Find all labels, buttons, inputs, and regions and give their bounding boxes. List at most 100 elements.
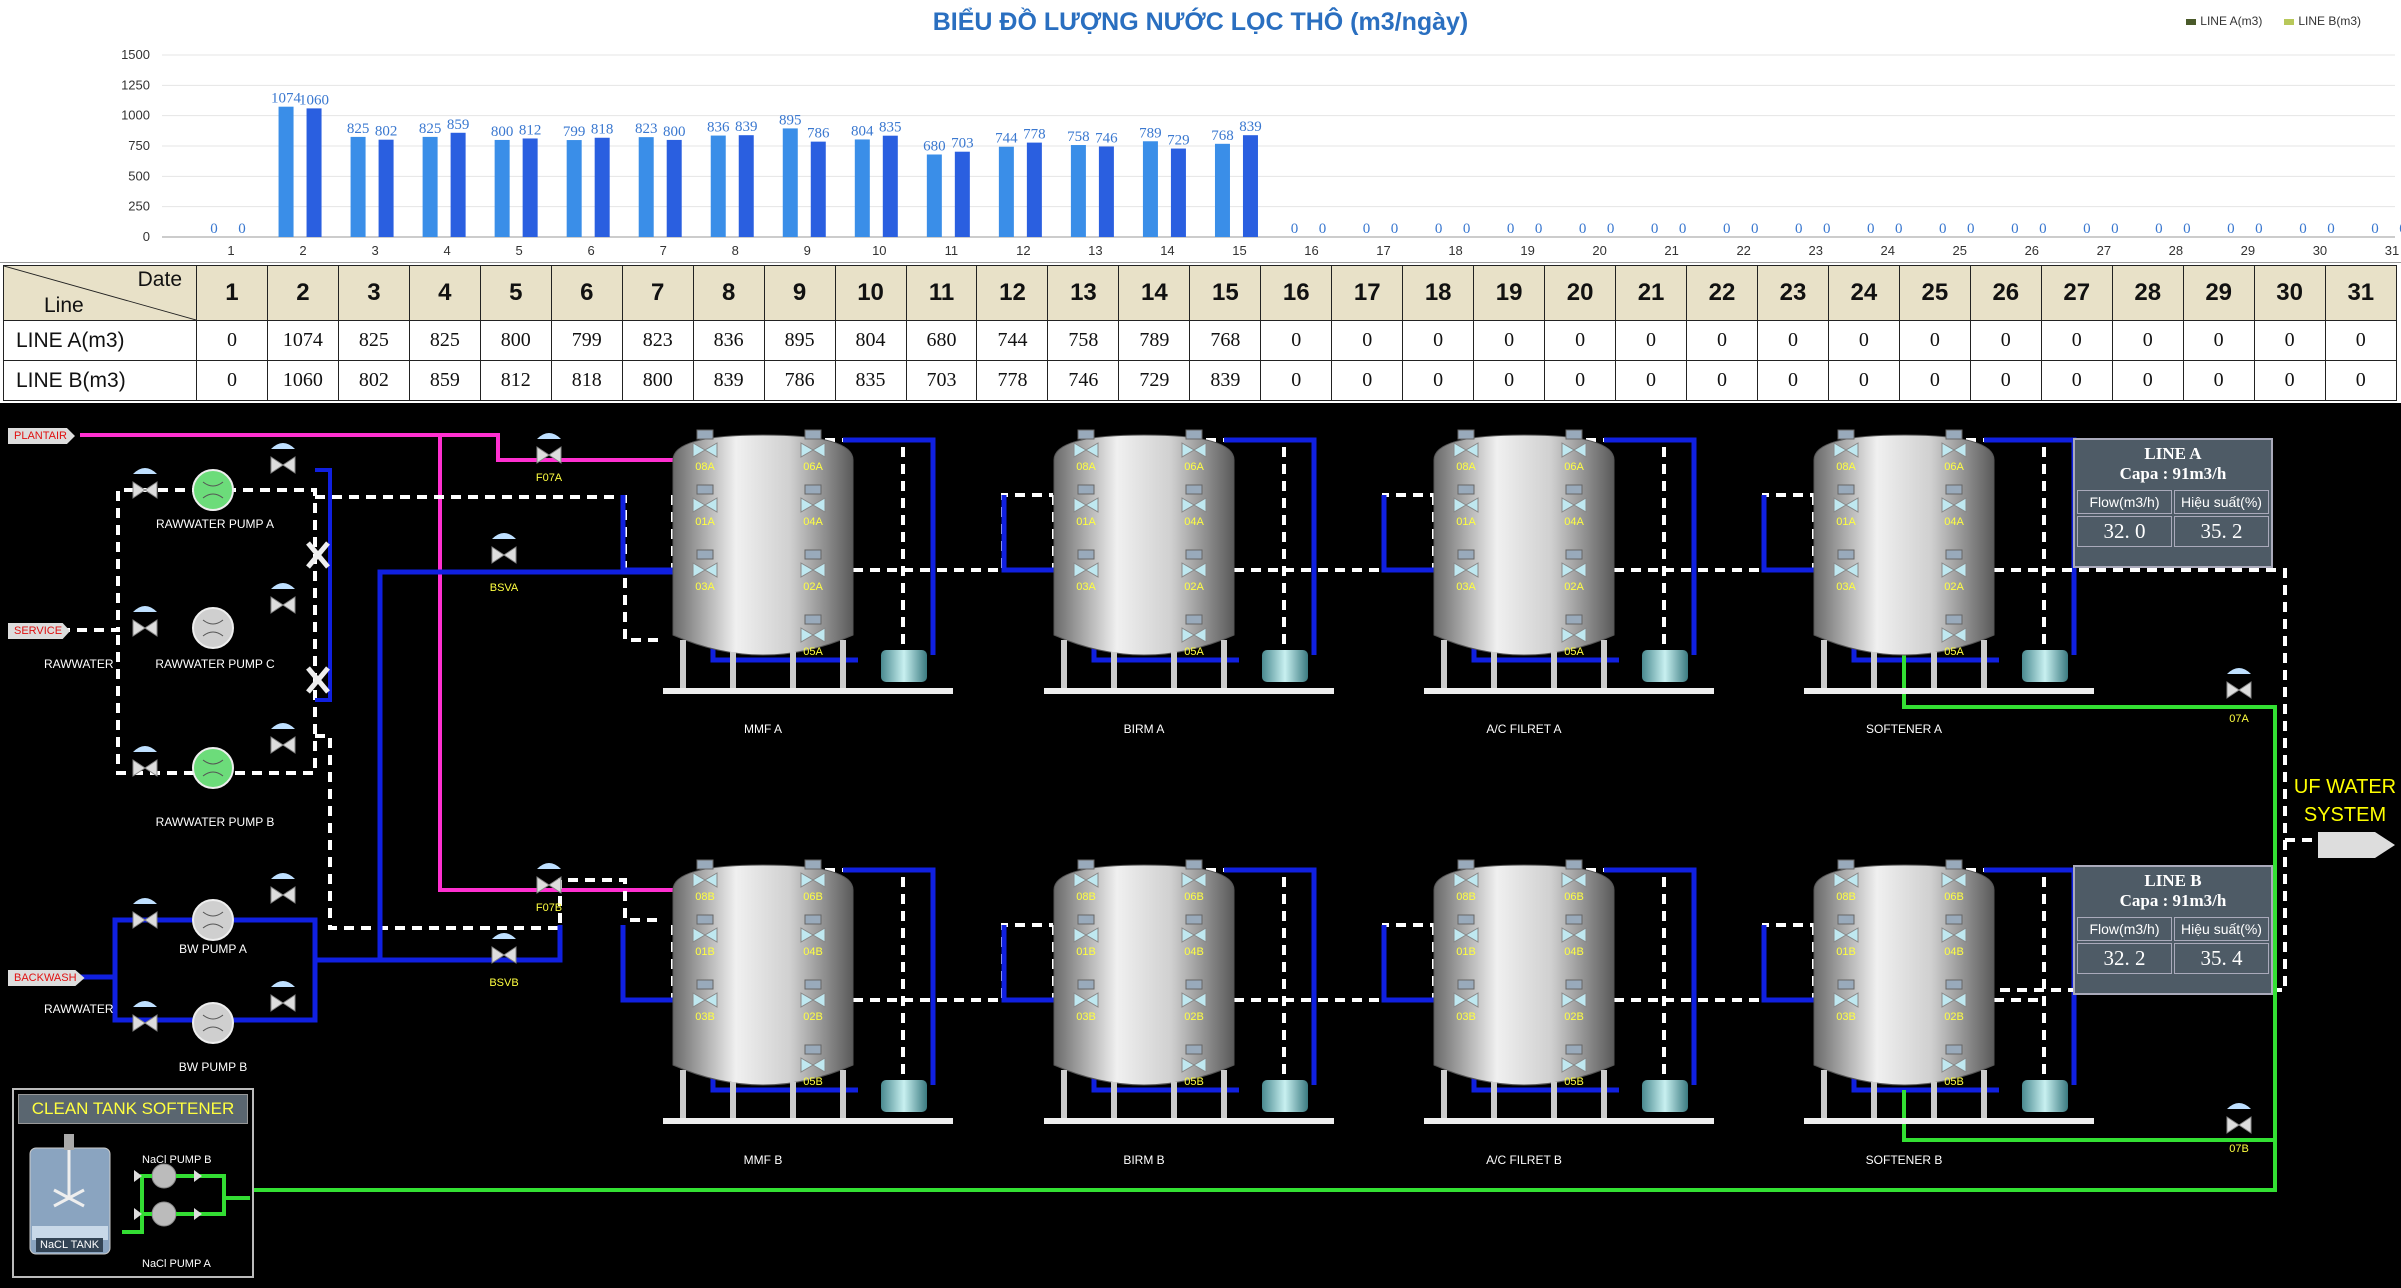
- line-a-cell: 0: [2253, 320, 2326, 361]
- data-label: 0: [1435, 221, 1443, 237]
- line-b-cell: 746: [1047, 360, 1120, 401]
- valve-icon: [1561, 497, 1587, 513]
- line-a-cell: 0: [1686, 320, 1758, 361]
- actuator-icon: [1565, 859, 1583, 870]
- backwash-tank: [2022, 1080, 2068, 1112]
- x-tick-label: 24: [1881, 243, 1895, 258]
- backwash-tank: [881, 650, 927, 682]
- data-label: 0: [2011, 221, 2019, 237]
- data-label: 802: [375, 124, 398, 140]
- brine-line: [1902, 1090, 2275, 1142]
- line-a-cell: 799: [550, 320, 623, 361]
- tank-valve-label: 08B: [1836, 891, 1856, 903]
- data-label: 0: [2155, 221, 2163, 237]
- y-tick-label: 500: [128, 168, 150, 183]
- f07a-label: F07A: [535, 472, 563, 484]
- data-label: 0: [210, 221, 218, 237]
- tank-valve-label: 01A: [1836, 516, 1856, 528]
- x-tick-label: 7: [660, 243, 667, 258]
- data-label: 0: [1867, 221, 1875, 237]
- legend-item-b: LINE B(m3): [2284, 14, 2361, 28]
- table-header-row: Date Line 1 2 3 4 5 6 7 8 9 10 11 12 13 14 15 16 17 18 19 2…: [3, 265, 2398, 321]
- tank-legs: [680, 640, 846, 688]
- bw-pump-a-label: BW PUMP A: [179, 942, 247, 956]
- data-label: 703: [951, 136, 974, 152]
- actuator-icon: [1945, 484, 1963, 495]
- line-a-cell: 825: [408, 320, 481, 361]
- valve-icon: [1833, 927, 1859, 943]
- bsva-valve-icon: [491, 546, 517, 564]
- valve-icon: [800, 627, 826, 643]
- valve-icon: [132, 911, 158, 929]
- date-header-cell: 25: [1898, 265, 1971, 321]
- rawwater-to-mmf: [315, 495, 660, 642]
- valve-icon: [1073, 872, 1099, 888]
- pipe-blue: [843, 437, 936, 655]
- x-tick-label: 5: [516, 243, 523, 258]
- valve-icon: [1073, 442, 1099, 458]
- data-label: 0: [1363, 221, 1371, 237]
- line-b-cell: 0: [2182, 360, 2255, 401]
- tank-valve-label: 01B: [695, 946, 715, 958]
- actuator-icon: [1837, 979, 1855, 990]
- line-b-cell: 835: [834, 360, 907, 401]
- date-header-cell: 4: [408, 265, 481, 321]
- header-line-label: Line: [44, 294, 84, 317]
- actuator-icon: [1945, 1044, 1963, 1055]
- pipe-blue: [843, 867, 936, 1085]
- pipe-blue: [620, 495, 693, 573]
- tank-valve-label: 04A: [803, 516, 823, 528]
- x-tick-label: 21: [1664, 243, 1678, 258]
- line-a-cell: 0: [1402, 320, 1475, 361]
- actuator-icon: [1457, 429, 1475, 440]
- date-header-cell: 24: [1827, 265, 1900, 321]
- plant-air-line: [80, 433, 555, 892]
- tank-valve-label: 01A: [695, 516, 715, 528]
- valve-icon: [1833, 992, 1859, 1008]
- line-b-cell: 0: [1260, 360, 1333, 401]
- actuator-icon: [696, 549, 714, 560]
- pipe-blue: [620, 925, 693, 1003]
- chart-title: BIỂU ĐỒ LƯỢNG NƯỚC LỌC THÔ (m3/ngày): [932, 8, 1469, 36]
- data-label: 0: [2039, 221, 2047, 237]
- tank-valve-label: 05A: [803, 646, 823, 658]
- line-b-cell: 0: [2040, 360, 2113, 401]
- tank-valve-label: 05B: [1184, 1076, 1204, 1088]
- legend-label-b: LINE B(m3): [2298, 14, 2361, 28]
- pipe-blue: [1381, 495, 1454, 573]
- backwash-line-a: [315, 569, 760, 963]
- bw-pump-a-icon: [192, 899, 234, 941]
- actuator-icon: [1457, 979, 1475, 990]
- actuator-icon: [1185, 979, 1203, 990]
- data-label: 0: [1939, 221, 1947, 237]
- tank-base: [1044, 1118, 1334, 1124]
- line-b-cell: 0: [1827, 360, 1900, 401]
- actuator-icon: [804, 979, 822, 990]
- tank-legs: [680, 1070, 846, 1118]
- line-b-cell: 729: [1118, 360, 1191, 401]
- actuator-icon: [537, 433, 561, 439]
- date-header-cell: 29: [2182, 265, 2255, 321]
- valve-icon: [1181, 497, 1207, 513]
- date-header-cell: 15: [1189, 265, 1262, 321]
- date-header-cell: 18: [1402, 265, 1475, 321]
- valve-icon: [1833, 562, 1859, 578]
- line-b-cell: 1060: [266, 360, 339, 401]
- tank-valve-label: 08A: [1836, 461, 1856, 473]
- data-label: 0: [1579, 221, 1587, 237]
- valve-icon: [1073, 562, 1099, 578]
- actuator-icon: [271, 873, 295, 879]
- bar: [926, 154, 942, 237]
- pipe-blue: [1224, 867, 1317, 1085]
- tank-valve-label: 02A: [803, 581, 823, 593]
- nacl-pump-a-label: NaCl PUMP A: [142, 1258, 211, 1270]
- data-label: 825: [419, 121, 442, 137]
- line-a-cell: 0: [2324, 320, 2398, 361]
- line-b-title: LINE B: [2144, 871, 2202, 890]
- valve-icon: [1941, 627, 1967, 643]
- tank-label-softener-a: SOFTENER A: [1865, 722, 1943, 736]
- data-label: 729: [1167, 133, 1190, 149]
- tank-legs: [1441, 1070, 1607, 1118]
- pipe-link: [1664, 493, 1814, 572]
- line-a-cell: 789: [1118, 320, 1191, 361]
